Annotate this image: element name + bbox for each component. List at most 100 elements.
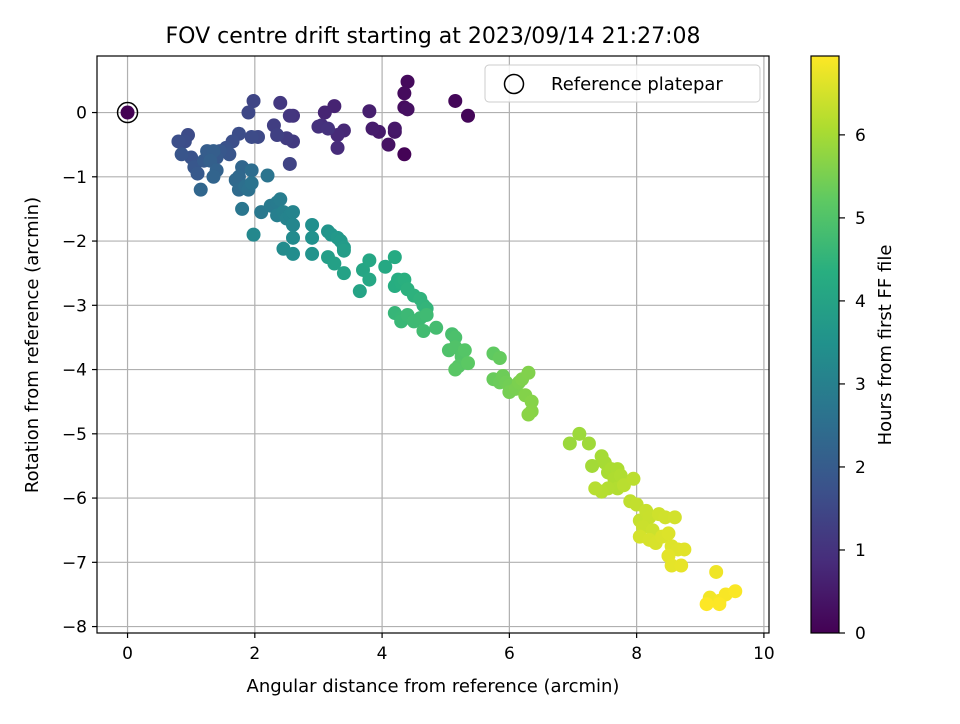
data-point (235, 201, 250, 216)
data-point (282, 108, 297, 123)
data-point (246, 227, 261, 242)
data-point (400, 102, 415, 117)
data-point (270, 128, 285, 143)
data-point (661, 526, 676, 541)
y-axis-label: Rotation from reference (arcmin) (22, 197, 43, 493)
data-point (581, 436, 596, 451)
colorbar-ticks: 0 1 2 3 4 5 6 (839, 126, 866, 644)
x-tick-label: 2 (249, 644, 260, 664)
data-point (362, 253, 377, 268)
colorbar: 0 1 2 3 4 5 6 Hours from first FF file (810, 55, 896, 644)
data-point (626, 471, 641, 486)
y-tick-label: −7 (62, 553, 87, 573)
x-axis: 0 2 4 6 8 10 (122, 633, 775, 664)
legend-box (484, 64, 761, 103)
data-point (728, 584, 743, 599)
y-tick-label: −6 (62, 489, 87, 509)
data-point (492, 350, 507, 365)
data-point (588, 481, 603, 496)
data-point (336, 243, 351, 258)
x-tick-label: 8 (631, 644, 642, 664)
reference-marker (116, 101, 139, 124)
legend: Reference platepar (484, 64, 761, 103)
y-tick-label: −4 (62, 361, 87, 381)
y-tick-label: −2 (62, 232, 87, 252)
data-point (327, 256, 342, 271)
colorbar-gradient (810, 55, 840, 634)
data-point (286, 205, 300, 220)
x-tick-label: 0 (122, 644, 133, 664)
data-point (585, 458, 600, 473)
chart-title: FOV centre drift starting at 2023/09/14 … (166, 24, 701, 49)
colorbar-tick-label: 6 (855, 126, 866, 146)
colorbar-tick-label: 0 (855, 624, 866, 644)
data-point (419, 307, 434, 322)
data-point (524, 394, 539, 409)
data-point (273, 95, 288, 110)
data-point (387, 121, 402, 136)
grid-lines (97, 56, 769, 633)
data-point (397, 147, 412, 162)
data-point (244, 176, 259, 191)
y-tick-label: −5 (62, 425, 87, 445)
x-tick-label: 4 (377, 644, 388, 664)
data-point (241, 105, 256, 120)
y-tick-label: −3 (62, 296, 87, 316)
data-point (397, 86, 412, 101)
data-point (521, 407, 536, 422)
data-point (572, 426, 587, 441)
y-tick-label: 0 (76, 104, 87, 124)
data-point (206, 169, 221, 184)
data-point (429, 320, 444, 335)
colorbar-tick-label: 2 (855, 458, 866, 478)
data-point (448, 93, 463, 108)
data-point (667, 510, 682, 525)
colorbar-tick-label: 1 (855, 541, 866, 561)
data-point (305, 230, 320, 245)
data-point (286, 217, 300, 232)
x-tick-label: 10 (753, 644, 775, 664)
data-point (387, 250, 402, 265)
data-point (362, 272, 377, 287)
data-point (461, 108, 475, 123)
colorbar-label: Hours from first FF file (875, 245, 896, 446)
x-axis-label: Angular distance from reference (arcmin) (247, 676, 620, 697)
reference-marker-group (116, 101, 139, 124)
data-point (244, 129, 259, 144)
data-point (416, 324, 431, 339)
data-point (171, 134, 186, 149)
data-point (286, 230, 300, 245)
data-point (461, 356, 475, 371)
y-tick-label: −8 (62, 618, 87, 638)
data-point (260, 168, 275, 183)
data-point (448, 330, 463, 345)
data-point (521, 365, 536, 380)
data-point (677, 542, 692, 557)
y-axis: 0 −1 −2 −3 −4 −5 −6 −7 −8 (62, 104, 97, 638)
plot-area-frame (96, 55, 770, 634)
data-point (330, 140, 345, 155)
data-points (171, 74, 743, 612)
data-point (448, 362, 463, 377)
data-point (305, 246, 320, 261)
data-point (282, 156, 297, 171)
data-point (378, 259, 393, 274)
data-point (709, 564, 724, 579)
data-point (246, 93, 261, 108)
data-point (305, 217, 320, 232)
legend-reference-label: Reference platepar (551, 74, 723, 95)
legend-reference-marker-icon (503, 73, 525, 95)
data-point (193, 182, 208, 197)
colorbar-tick-label: 5 (855, 209, 866, 229)
data-point (286, 246, 300, 261)
data-point (352, 284, 367, 299)
data-point (457, 343, 472, 358)
reference-point (120, 105, 135, 120)
y-tick-label: −1 (62, 168, 87, 188)
data-point (674, 558, 689, 573)
data-point (174, 147, 189, 162)
data-point (699, 597, 714, 612)
data-point (381, 137, 396, 152)
